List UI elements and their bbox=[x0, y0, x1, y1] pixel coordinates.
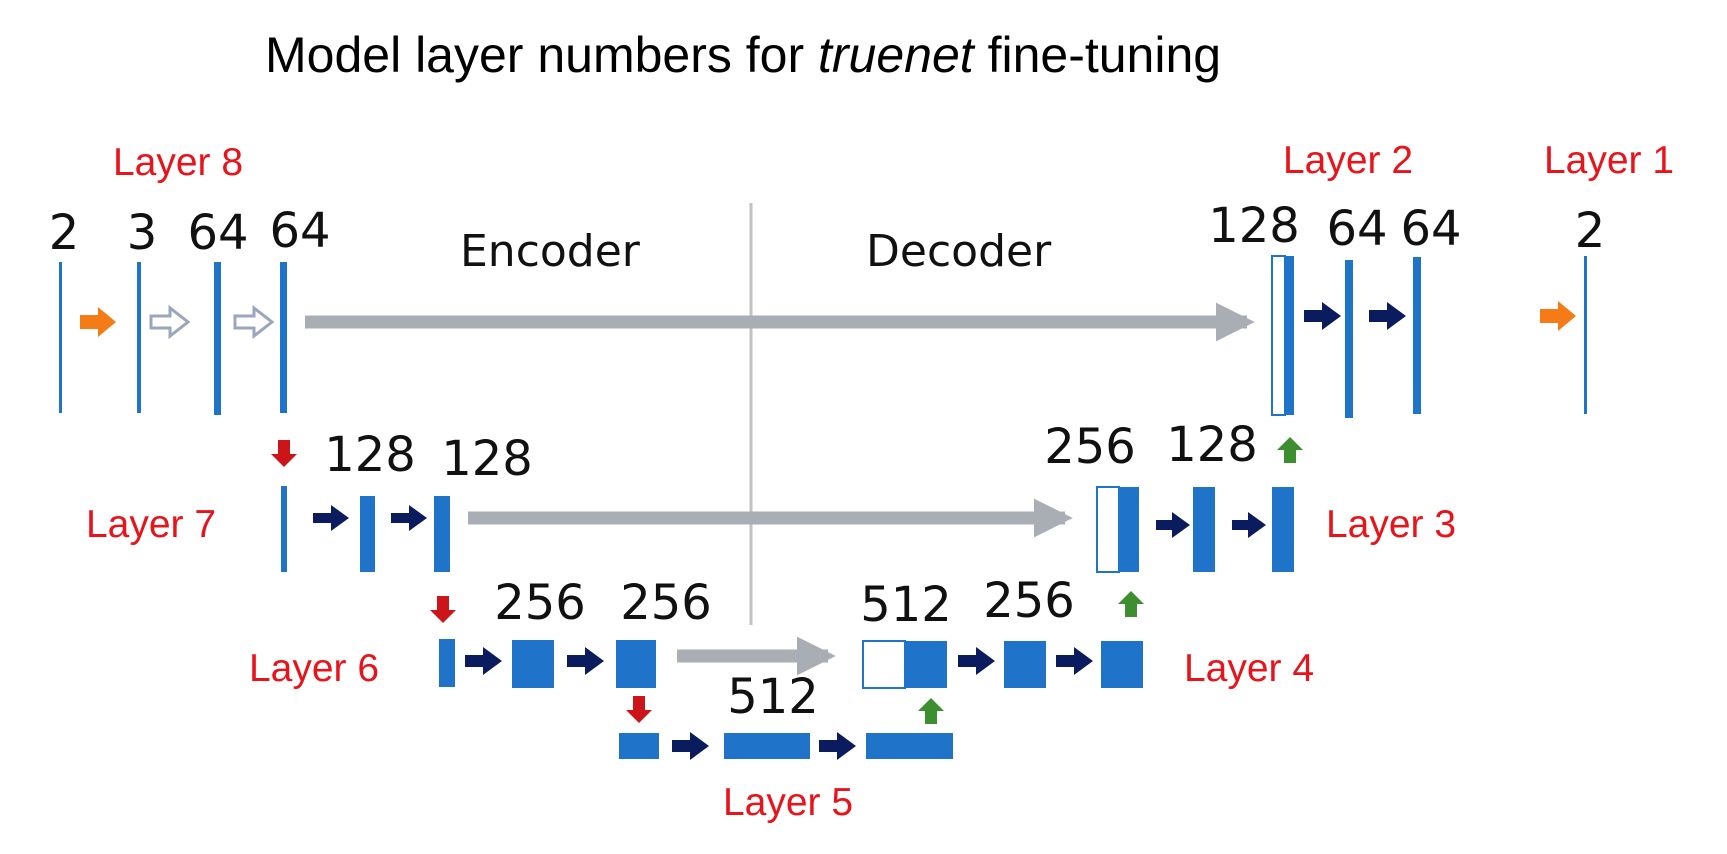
io-arrow-icon bbox=[80, 307, 116, 337]
input-conv-arrow-icon bbox=[149, 304, 191, 340]
skip-copy-feature-map bbox=[1096, 486, 1120, 573]
input-conv-arrow-icon bbox=[233, 304, 275, 340]
feature-map bbox=[1004, 641, 1046, 688]
layer-label-2: Layer 2 bbox=[1283, 139, 1413, 182]
channel-count: 64 bbox=[1400, 201, 1461, 257]
feature-map bbox=[281, 486, 287, 572]
channel-count: 2 bbox=[1575, 203, 1606, 259]
channel-count: 256 bbox=[1044, 419, 1136, 475]
layer-label-4: Layer 4 bbox=[1184, 647, 1314, 690]
conv-arrow-icon bbox=[1304, 302, 1341, 330]
diagram-title: Model layer numbers for truenet fine-tun… bbox=[265, 27, 1221, 83]
channel-count: 256 bbox=[494, 575, 586, 631]
skip-copy-feature-map bbox=[1271, 255, 1286, 416]
pool-arrow-icon bbox=[271, 440, 297, 467]
conv-arrow-icon bbox=[465, 647, 502, 675]
conv-arrow-icon bbox=[391, 505, 427, 531]
channel-count: 128 bbox=[1166, 417, 1258, 473]
pool-arrow-icon bbox=[626, 696, 652, 723]
channel-count: 128 bbox=[324, 427, 416, 483]
feature-map bbox=[439, 639, 455, 687]
title-prefix: Model layer numbers for bbox=[265, 27, 818, 83]
layer-label-1: Layer 1 bbox=[1544, 139, 1674, 182]
conv-arrow-icon bbox=[1369, 302, 1406, 330]
conv-arrow-icon bbox=[1056, 647, 1093, 675]
feature-map bbox=[512, 640, 554, 688]
feature-map bbox=[866, 733, 953, 759]
feature-map bbox=[1272, 487, 1294, 572]
pool-arrow-icon bbox=[430, 596, 456, 623]
conv-arrow-icon bbox=[672, 732, 709, 760]
feature-map bbox=[137, 262, 141, 413]
feature-map bbox=[1413, 257, 1421, 414]
conv-arrow-icon bbox=[819, 732, 856, 760]
channel-count: 64 bbox=[269, 203, 330, 259]
title-emphasis: truenet bbox=[818, 27, 976, 83]
feature-map bbox=[360, 496, 375, 572]
feature-map bbox=[434, 496, 450, 572]
channel-count: 3 bbox=[127, 205, 158, 261]
feature-map bbox=[1285, 256, 1294, 415]
channel-count: 256 bbox=[620, 575, 712, 631]
feature-map bbox=[1584, 256, 1587, 414]
feature-map bbox=[214, 262, 221, 415]
encoder-label: Encoder bbox=[460, 226, 641, 277]
feature-map bbox=[724, 733, 810, 759]
feature-map bbox=[1193, 487, 1215, 572]
feature-map bbox=[1101, 641, 1143, 688]
layer-label-3: Layer 3 bbox=[1326, 503, 1456, 546]
channel-count: 512 bbox=[727, 669, 819, 725]
conv-arrow-icon bbox=[567, 647, 604, 675]
conv-arrow-icon bbox=[958, 647, 995, 675]
feature-map bbox=[905, 641, 947, 688]
upconv-arrow-icon bbox=[918, 698, 944, 724]
feature-map bbox=[1345, 260, 1353, 418]
feature-map bbox=[616, 640, 656, 688]
layer-label-8: Layer 8 bbox=[113, 141, 243, 184]
channel-count: 128 bbox=[1208, 198, 1300, 254]
conv-arrow-icon bbox=[1232, 512, 1266, 538]
skip-copy-feature-map bbox=[862, 640, 906, 689]
decoder-label: Decoder bbox=[866, 226, 1052, 277]
feature-map bbox=[1119, 487, 1139, 572]
channel-count: 512 bbox=[860, 577, 952, 633]
channel-count: 64 bbox=[1326, 201, 1387, 257]
title-suffix: fine-tuning bbox=[974, 27, 1221, 83]
io-arrow-icon bbox=[1540, 301, 1576, 331]
channel-count: 256 bbox=[983, 573, 1075, 629]
upconv-arrow-icon bbox=[1118, 591, 1144, 617]
feature-map bbox=[280, 262, 287, 413]
channel-count: 64 bbox=[187, 205, 248, 261]
feature-map bbox=[59, 262, 62, 413]
layer-label-6: Layer 6 bbox=[249, 647, 379, 690]
layer-label-7: Layer 7 bbox=[86, 503, 216, 546]
feature-map bbox=[619, 733, 659, 759]
channel-count: 128 bbox=[441, 431, 533, 487]
conv-arrow-icon bbox=[313, 505, 349, 531]
layer-label-5: Layer 5 bbox=[723, 781, 853, 824]
upconv-arrow-icon bbox=[1277, 437, 1303, 463]
channel-count: 2 bbox=[49, 205, 80, 261]
conv-arrow-icon bbox=[1156, 512, 1190, 538]
